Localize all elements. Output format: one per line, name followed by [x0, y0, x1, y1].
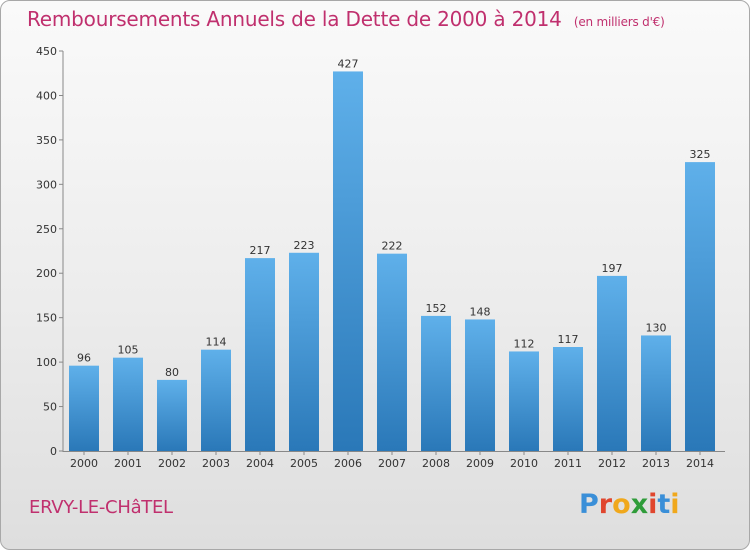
data-label-2004: 217	[250, 244, 271, 257]
data-label-2003: 114	[206, 336, 227, 349]
x-tick-label-2008: 2008	[422, 457, 450, 470]
y-tick-label: 250	[36, 223, 57, 236]
logo-letter: r	[598, 489, 613, 520]
data-label-2000: 96	[77, 352, 91, 365]
x-tick-label-2014: 2014	[686, 457, 714, 470]
y-tick-label: 100	[36, 356, 57, 369]
x-tick-label-2012: 2012	[598, 457, 626, 470]
x-tick-label-2002: 2002	[158, 457, 186, 470]
bar-2006	[333, 71, 363, 451]
data-label-2001: 105	[118, 344, 139, 357]
logo-letter: o	[612, 489, 631, 520]
bar-2002	[157, 379, 187, 451]
x-tick-label-2000: 2000	[70, 457, 98, 470]
chart-unit-label: (en milliers d'€)	[573, 15, 665, 29]
data-label-2002: 80	[165, 366, 179, 379]
data-label-2006: 427	[338, 57, 359, 70]
bar-2003	[201, 349, 231, 451]
data-label-2011: 117	[558, 333, 579, 346]
bar-2011	[553, 347, 583, 451]
bar-2004	[245, 258, 275, 451]
proxiti-logo[interactable]: Proxiti	[579, 489, 680, 520]
data-label-2010: 112	[514, 337, 535, 350]
logo-letter: t	[657, 489, 671, 520]
y-tick-label: 300	[36, 178, 57, 191]
logo-letter: i	[670, 489, 680, 520]
logo-letter: i	[648, 489, 658, 520]
y-tick-label: 50	[43, 401, 57, 414]
chart-title: Remboursements Annuels de la Dette de 20…	[27, 7, 665, 31]
data-label-2005: 223	[294, 239, 315, 252]
data-label-2009: 148	[470, 305, 491, 318]
logo-letter: x	[630, 489, 649, 520]
data-label-2007: 222	[382, 240, 403, 253]
x-tick-label-2013: 2013	[642, 457, 670, 470]
commune-name: ERVY-LE-CHâTEL	[29, 497, 173, 518]
data-label-2008: 152	[426, 302, 447, 315]
y-tick-label: 350	[36, 134, 57, 147]
y-tick-label: 0	[50, 445, 57, 458]
y-tick-label: 150	[36, 312, 57, 325]
y-tick-label: 450	[36, 45, 57, 58]
data-label-2013: 130	[646, 321, 667, 334]
x-tick-label-2004: 2004	[246, 457, 274, 470]
bar-2013	[641, 335, 671, 451]
x-tick-label-2011: 2011	[554, 457, 582, 470]
bar-2007	[377, 253, 407, 451]
x-tick-label-2005: 2005	[290, 457, 318, 470]
bar-2010	[509, 351, 539, 451]
data-label-2012: 197	[602, 262, 623, 275]
bar-2012	[597, 275, 627, 451]
x-tick-label-2006: 2006	[334, 457, 362, 470]
x-tick-label-2010: 2010	[510, 457, 538, 470]
logo-letter: P	[579, 489, 599, 520]
bar-2014	[685, 162, 715, 451]
x-tick-label-2001: 2001	[114, 457, 142, 470]
bar-2005	[289, 252, 319, 451]
x-tick-label-2009: 2009	[466, 457, 494, 470]
y-tick-label: 400	[36, 89, 57, 102]
bar-2001	[113, 357, 143, 451]
bar-2009	[465, 319, 495, 451]
x-tick-label-2003: 2003	[202, 457, 230, 470]
data-label-2014: 325	[690, 148, 711, 161]
bar-2008	[421, 315, 451, 451]
x-tick-label-2007: 2007	[378, 457, 406, 470]
bar-2000	[69, 365, 99, 451]
chart-title-text: Remboursements Annuels de la Dette de 20…	[27, 7, 562, 31]
y-tick-label: 200	[36, 267, 57, 280]
